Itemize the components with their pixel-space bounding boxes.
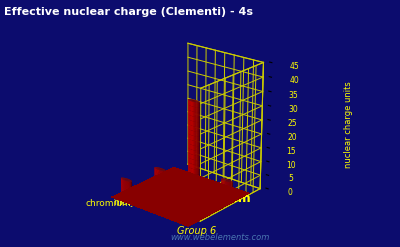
Text: www.webelements.com: www.webelements.com	[170, 233, 270, 242]
Text: Effective nuclear charge (Clementi) - 4s: Effective nuclear charge (Clementi) - 4s	[4, 7, 253, 17]
